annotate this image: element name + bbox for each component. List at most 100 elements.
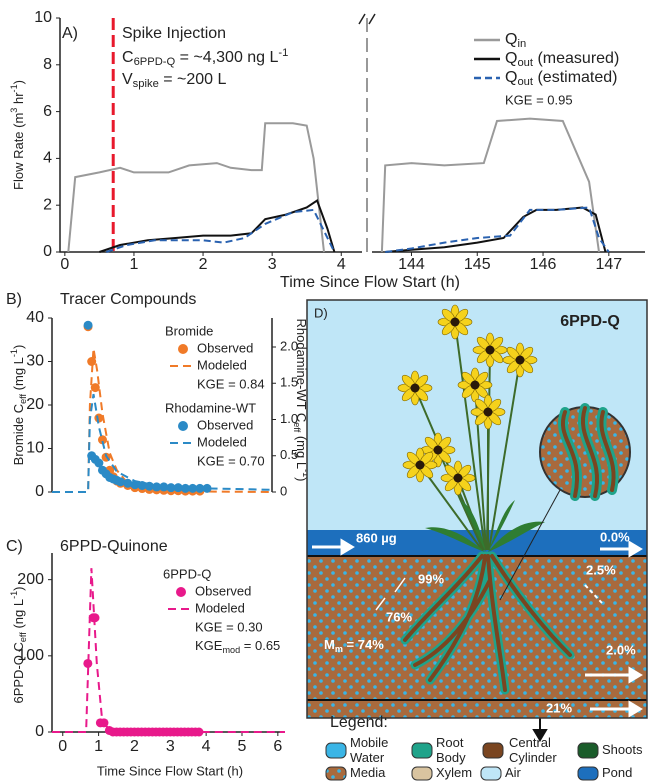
panel-label: A) [62,25,78,42]
text-part: Flow Rate (m [11,113,26,190]
x-tick-label: 2 [130,738,139,755]
legend-item: Shoots [602,742,643,757]
shape [628,666,643,684]
shape [488,521,545,552]
x-tick-label: 5 [238,738,247,755]
shape [437,304,473,340]
kge-note: KGE = 0.70 [197,453,265,468]
legend-swatch [178,344,188,354]
text-part: KGE [195,638,223,653]
panel-title: 6PPD-Quinone [60,538,168,555]
text-part: hr [11,92,26,108]
text-part: out [517,76,533,88]
shape [502,342,538,378]
panel-title: Tracer Compounds [60,291,196,308]
x-tick-label: 0 [58,738,67,755]
y-tick-label: 200 [17,571,44,588]
text-part: -1 [301,469,311,477]
y2-tick-label: 1.5 [280,375,298,390]
y-tick-label: 40 [26,309,44,326]
shape [425,527,485,552]
y-tick-label: 0 [35,483,44,500]
x-axis-label: Time Since Flow Start (h) [97,763,243,778]
x-tick-label: 1 [94,738,103,755]
shape [628,700,643,718]
text-part: 6PPD-Q C [11,642,26,703]
legend-swatch [178,421,188,431]
shape [577,742,599,759]
text-part: -1 [278,47,288,59]
legend-item: Mobile Water [350,735,388,765]
x-tick-label: 3 [268,256,277,273]
flux-arrows [312,538,643,718]
text-part: -1 [9,591,19,599]
text-part: Bromide C [11,404,26,465]
x-tick-label: 146 [530,256,557,273]
panel-d: D) 6PPD-Q 860 µg 0.0% 99% 2.5% 76% Mm = … [306,299,648,781]
panel-frame [306,299,648,719]
text-part: m [335,644,343,654]
shape [340,538,355,556]
text-part: out [517,57,533,69]
text-part: V [122,71,133,88]
shape [460,500,486,552]
legend-item: Media [350,765,386,780]
leaves [425,500,545,552]
legend-group-title: Bromide [165,323,213,338]
x-tick-label: 4 [337,256,346,273]
drain-arrow [532,718,548,742]
legend-group-title: Rhodamine-WT [165,400,256,415]
text-part: ) [11,586,26,590]
data-point [188,483,198,493]
text-part: in [517,38,526,50]
shape [532,729,548,742]
data-point [83,320,93,330]
legend-line: Body [436,750,466,765]
shape [402,447,438,483]
legend-swatch [176,587,186,597]
text-part: spike [133,78,159,90]
panel-label: B) [6,291,22,308]
text-part: eff [18,632,28,642]
shape [470,394,506,430]
text-part: Q [505,50,517,67]
legend-label: Qout (estimated) [505,69,617,88]
shape [325,742,347,759]
series-line [99,198,607,253]
y-tick-label: 30 [26,353,44,370]
text-part: ) [11,345,26,349]
model-line [52,393,273,493]
shape [628,540,643,558]
y2-tick-label: 0 [280,483,287,498]
text-part: 3 [9,108,19,113]
flux-label: 2.5% [586,562,616,577]
x-tick-label: 4 [202,738,211,755]
shape [472,332,508,368]
legend-label: Modeled [197,434,247,449]
x-tick-label: 147 [595,256,622,273]
data-point [194,727,204,737]
text-part: mod [222,645,240,655]
y-axis-label: Bromide Ceff (mg L-1) [9,345,28,466]
y-axis-label: 6PPD-Q Ceff (ng L-1) [9,586,28,703]
legend-item: Pond [602,765,632,780]
text-part: (measured) [533,50,619,67]
text-part: -1 [9,349,19,357]
text-part: ) [294,477,309,481]
text-part: (mg L [294,432,309,469]
legend-label: Qout (measured) [505,50,619,69]
roots [400,551,575,695]
shape [375,597,386,611]
legend-label: Modeled [195,600,245,615]
y-tick-label: 0 [35,723,44,740]
shape [440,460,476,496]
x-axis-label: Time Since Flow Start (h) [280,274,460,291]
shape [325,766,347,781]
flux-label: Mm = 74% [324,637,384,654]
data-point [137,480,147,490]
shape [488,500,515,552]
x-tick-label: 1 [129,256,138,273]
legend-line: Xylem [436,765,472,780]
annotation: Vspike = ~200 L [122,71,227,90]
text-part: Rhodamine-WT C [294,318,309,422]
